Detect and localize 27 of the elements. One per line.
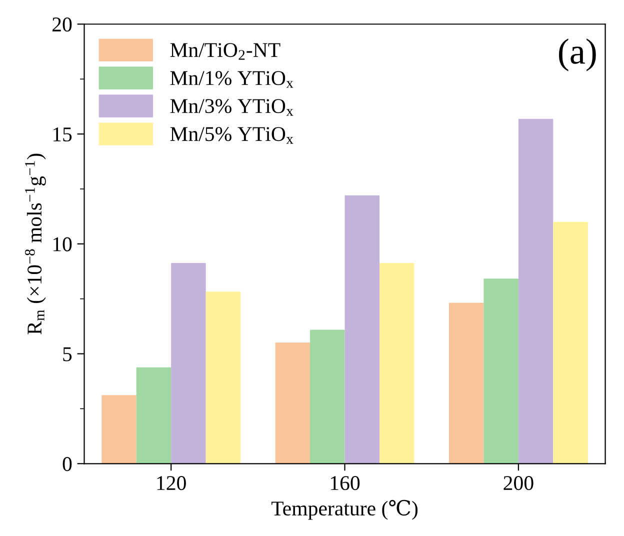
y-tick-label: 15 xyxy=(53,127,72,142)
bar xyxy=(448,302,484,464)
bar xyxy=(553,222,588,464)
legend-label: Mn/1% YTiO$_{x}$ xyxy=(170,71,294,88)
bar xyxy=(136,367,172,464)
x-tick-label: 160 xyxy=(330,476,360,490)
y-tick-label: 5 xyxy=(63,347,72,362)
legend-label: Mn/TiO$_{2}$-NT xyxy=(170,43,280,60)
x-tick-label: 120 xyxy=(157,476,186,490)
annotation: (a) xyxy=(558,38,596,72)
text: R$_{m}$ (×10$^{−8}$ mols$^{−1}$g$^{−1}$) xyxy=(25,154,46,334)
x-tick-label: 200 xyxy=(504,476,534,490)
bar xyxy=(518,118,554,464)
bar xyxy=(102,395,136,464)
bar xyxy=(310,330,345,464)
bar xyxy=(379,263,414,464)
y-tick-label: 10 xyxy=(53,237,72,252)
bar xyxy=(275,342,310,464)
legend-label: Mn/3% YTiO$_{x}$ xyxy=(170,99,294,116)
legend-label: Mn/5% YTiO$_{x}$ xyxy=(170,127,294,144)
bar xyxy=(171,263,206,464)
bar xyxy=(344,195,380,464)
y-tick-label: 20 xyxy=(52,17,72,32)
y-tick-label: 0 xyxy=(62,457,72,472)
bar xyxy=(484,278,518,464)
bar xyxy=(206,292,241,464)
x-axis-title: Temperature (℃) xyxy=(271,500,418,520)
